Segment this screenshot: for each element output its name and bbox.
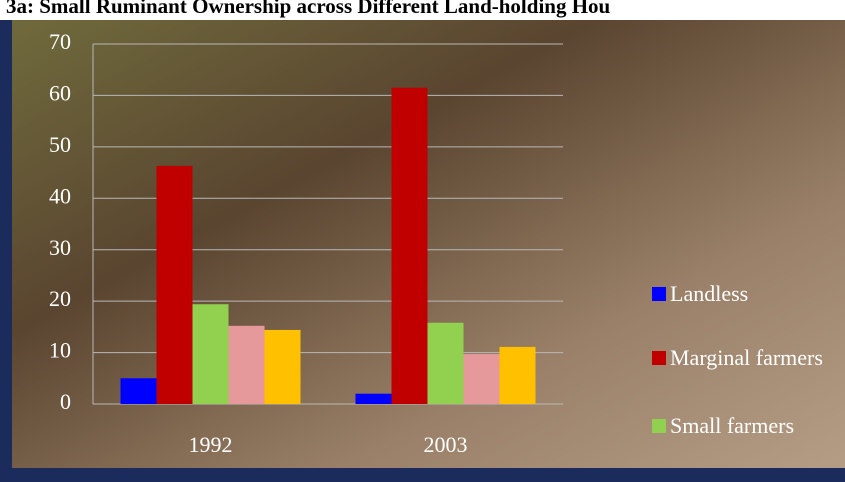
y-tick-label: 30 bbox=[49, 235, 71, 260]
legend-swatch bbox=[652, 287, 666, 301]
bar bbox=[120, 378, 157, 404]
bar bbox=[355, 393, 392, 404]
y-tick-label: 50 bbox=[49, 132, 71, 157]
legend: Landless Marginal farmers Small farmers bbox=[652, 281, 823, 438]
y-tick-label: 70 bbox=[49, 29, 71, 54]
x-tick-label: 2003 bbox=[424, 432, 468, 457]
y-tick-label: 40 bbox=[49, 183, 71, 208]
legend-swatch bbox=[652, 419, 666, 433]
legend-label: Small farmers bbox=[670, 413, 795, 438]
legend-swatch bbox=[652, 351, 666, 365]
y-tick-label: 0 bbox=[60, 389, 71, 414]
bar bbox=[156, 165, 193, 404]
y-tick-label: 20 bbox=[49, 286, 71, 311]
bar bbox=[192, 304, 229, 404]
legend-label: Marginal farmers bbox=[670, 345, 823, 370]
bar bbox=[499, 346, 536, 404]
legend-label-box: Small farmers bbox=[670, 413, 795, 438]
legend-label: Landless bbox=[670, 281, 749, 306]
y-tick-label: 60 bbox=[49, 80, 71, 105]
bar bbox=[264, 329, 301, 404]
bar bbox=[427, 322, 464, 404]
bar bbox=[391, 87, 428, 404]
legend-label-box: Landless bbox=[670, 281, 749, 306]
legend-label-box: Marginal farmers bbox=[670, 345, 823, 370]
bar bbox=[228, 325, 265, 404]
chart-title: 3a: Small Ruminant Ownership across Diff… bbox=[6, 0, 611, 18]
x-tick-label: 1992 bbox=[189, 432, 233, 457]
bar bbox=[463, 354, 500, 404]
y-tick-label: 10 bbox=[49, 338, 71, 363]
